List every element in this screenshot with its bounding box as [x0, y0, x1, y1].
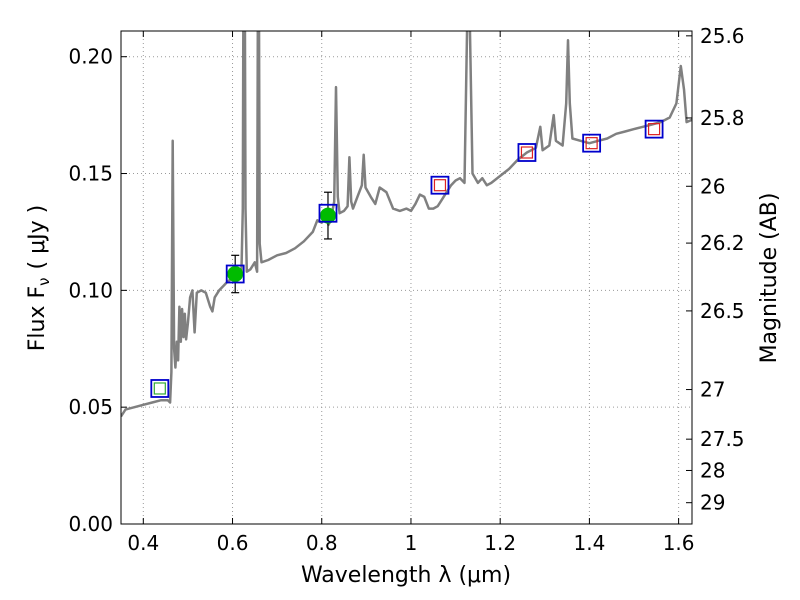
model-point-box — [430, 175, 450, 195]
y-axis-label-unit: ( μJy ) — [25, 205, 50, 270]
model-point-inner-box — [520, 146, 534, 159]
y-axis-label-subscript: ν — [35, 277, 53, 285]
right-tick-label: 27.5 — [700, 427, 745, 451]
model-point-box — [517, 143, 537, 162]
model-point-box — [225, 264, 245, 284]
spectrum-layer — [121, 31, 692, 418]
model-point-inner-box — [647, 123, 661, 136]
plot-frame — [120, 30, 693, 525]
x-axis-label: Wavelength λ (μm) — [301, 563, 511, 588]
x-tick-label: 1.2 — [484, 531, 516, 555]
x-tick-label: 0.4 — [127, 531, 159, 555]
y-tick-label: 0.15 — [68, 162, 113, 186]
x-tick-label: 0.8 — [306, 531, 338, 555]
model-point-inner-box — [433, 179, 447, 192]
y-tick-label: 0.05 — [68, 395, 113, 419]
right-tick-label: 26.5 — [700, 299, 745, 323]
right-tick-label: 27 — [700, 378, 725, 402]
spectrum-line — [121, 31, 692, 418]
right-tick-label: 26 — [700, 174, 725, 198]
ticks-layer: 0.4 0.6 0.8 1 1.2 1.4 1.6 0.00 0.05 0.10 0.15 0.20 2… — [68, 24, 744, 555]
points-layer — [150, 119, 664, 398]
model-point-inner-box — [153, 382, 166, 395]
x-tick-label: 1.6 — [663, 531, 695, 555]
observed-point — [319, 207, 336, 224]
y-tick-label: 0.10 — [68, 278, 113, 302]
right-tick-label: 29 — [700, 491, 725, 515]
model-point-box — [150, 379, 170, 398]
observed-point — [227, 265, 244, 282]
right-tick-label: 28 — [700, 458, 725, 482]
x-tick-label: 0.6 — [217, 531, 249, 555]
right-tick-label: 25.6 — [700, 24, 745, 48]
right-axis-label: Magnitude (AB) — [757, 193, 782, 364]
x-tick-label: 1.4 — [573, 531, 605, 555]
model-point-box — [644, 119, 664, 139]
model-point-inner-box — [585, 137, 598, 150]
y-tick-label: 0.00 — [68, 512, 113, 536]
right-tick-label: 25.8 — [700, 106, 745, 130]
right-tick-label: 26.2 — [700, 231, 745, 255]
model-point-box — [318, 203, 338, 223]
y-tick-label: 0.20 — [68, 45, 113, 69]
model-point-box — [582, 133, 602, 153]
y-axis-label: Flux Fν ( μJy ) — [25, 205, 53, 351]
x-tick-label: 1 — [405, 531, 418, 555]
y-axis-label-main: Flux F — [25, 286, 50, 351]
grid-layer — [121, 31, 692, 524]
